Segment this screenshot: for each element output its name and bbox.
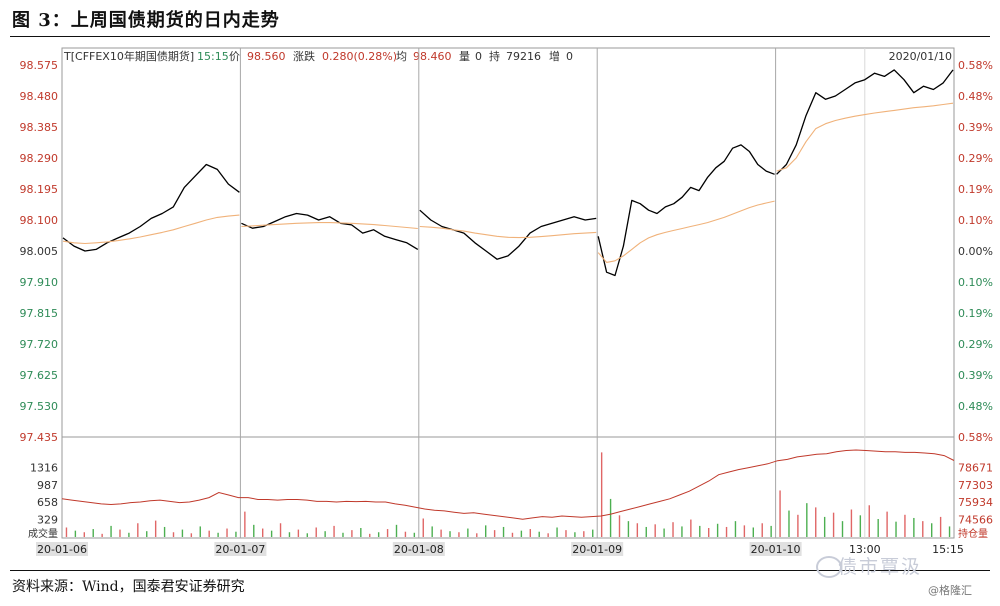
oi-tick-label: 74566 [958, 514, 993, 527]
average-line [62, 214, 240, 245]
x-tick-label: 20-01-08 [394, 543, 444, 556]
corner-mark: @格隆汇 [928, 584, 972, 597]
price-tick-label: 98.290 [20, 152, 59, 165]
x-tick-background [749, 542, 802, 556]
header-oi: 79216 [506, 50, 541, 63]
average-line [776, 102, 954, 172]
open-interest-line [61, 449, 955, 520]
price-tick-label: 98.100 [20, 214, 59, 227]
price-line [62, 163, 240, 252]
price-tick-label: 97.435 [20, 431, 59, 444]
header-change-label: 涨跌 [293, 49, 315, 63]
intraday-chart: T[CFFEX10年期国债期货] 15:15 价 98.560 涨跌 0.280… [20, 47, 993, 556]
volume-bars [65, 452, 951, 537]
price-tick-label: 97.625 [20, 369, 59, 382]
series-lines [61, 69, 955, 520]
header-volume: 0 [475, 50, 482, 63]
header-volume-label: 量 [459, 50, 470, 63]
plot-frame [61, 47, 955, 539]
figure-title: 图 3：上周国债期货的日内走势 [12, 10, 280, 31]
price-tick-label: 97.720 [20, 338, 59, 351]
volume-tick-label: 658 [37, 496, 58, 509]
x-tick-label: 20-01-09 [572, 543, 622, 556]
header-avg: 98.460 [413, 50, 452, 63]
axis-labels: 98.575 0.58% 98.480 0.48% 98.385 0.39% 98.290 0… [20, 59, 993, 556]
volume-tick-label: 329 [37, 514, 58, 527]
price-tick-label: 98.195 [20, 183, 59, 196]
x-tick-background [36, 542, 88, 556]
pct-tick-label: 0.29% [958, 152, 993, 165]
pct-tick-label: 0.39% [958, 369, 993, 382]
price-tick-label: 98.385 [20, 121, 59, 134]
price-tick-label: 98.480 [20, 90, 59, 103]
x-tick-label: 13:00 [849, 543, 881, 556]
x-tick-label: 20-01-07 [215, 543, 265, 556]
header-avg-label: 均 [396, 50, 407, 63]
oi-tick-label: 77303 [958, 479, 993, 492]
header-date: 2020/01/10 [889, 50, 952, 63]
pct-tick-label: 0.58% [958, 59, 993, 72]
oi-axis-label: 持仓量 [958, 527, 988, 540]
pct-tick-label: 0.00% [958, 245, 993, 258]
pct-tick-label: 0.48% [958, 90, 993, 103]
header-time: 15:15 [197, 50, 229, 63]
pct-tick-label: 0.10% [958, 214, 993, 227]
header-price: 98.560 [247, 50, 286, 63]
header-symbol: T[CFFEX10年期国债期货] [63, 49, 194, 63]
source-note: 资料来源：Wind，国泰君安证券研究 [12, 579, 245, 595]
price-line [419, 209, 597, 260]
header-oi-change-label: 增 [549, 49, 560, 63]
header-oi-label: 持 [489, 49, 500, 63]
pct-tick-label: 0.58% [958, 431, 993, 444]
pct-tick-label: 0.39% [958, 121, 993, 134]
volume-axis-label: 成交量 [28, 527, 58, 540]
header-price-label: 价 [229, 50, 240, 63]
oi-tick-label: 75934 [958, 496, 993, 509]
volume-tick-label: 987 [37, 479, 58, 492]
average-line [419, 225, 597, 239]
price-tick-label: 98.575 [20, 59, 59, 72]
volume-tick-label: 1316 [30, 461, 58, 474]
pct-tick-label: 0.48% [958, 400, 993, 413]
chart-header: T[CFFEX10年期国债期货] 15:15 价 98.560 涨跌 0.280… [63, 49, 952, 63]
x-tick-label: 15:15 [932, 543, 964, 556]
x-tick-background [214, 542, 267, 556]
watermark: 债市覃汲 [838, 556, 923, 578]
x-tick-label: 20-01-10 [751, 543, 801, 556]
pct-tick-label: 0.19% [958, 183, 993, 196]
price-line [241, 212, 419, 250]
x-tick-label: 20-01-06 [37, 543, 87, 556]
average-line [597, 200, 775, 263]
average-line [241, 222, 418, 230]
header-oi-change: 0 [566, 50, 573, 63]
oi-tick-label: 78671 [958, 461, 993, 474]
price-tick-label: 97.530 [20, 400, 59, 413]
price-tick-label: 98.005 [20, 245, 59, 258]
pct-tick-label: 0.10% [958, 276, 993, 289]
header-change: 0.280(0.28%) [322, 50, 397, 63]
source-rule [10, 570, 990, 571]
wechat-icon [816, 556, 842, 578]
pct-tick-label: 0.29% [958, 338, 993, 351]
x-tick-background [571, 542, 624, 556]
price-line [597, 144, 775, 277]
title-rule [10, 36, 990, 37]
x-tick-background [392, 542, 445, 556]
price-tick-label: 97.815 [20, 307, 59, 320]
price-tick-label: 97.910 [20, 276, 59, 289]
grid-lines [239, 48, 866, 538]
pct-tick-label: 0.19% [958, 307, 993, 320]
price-line [776, 69, 954, 175]
